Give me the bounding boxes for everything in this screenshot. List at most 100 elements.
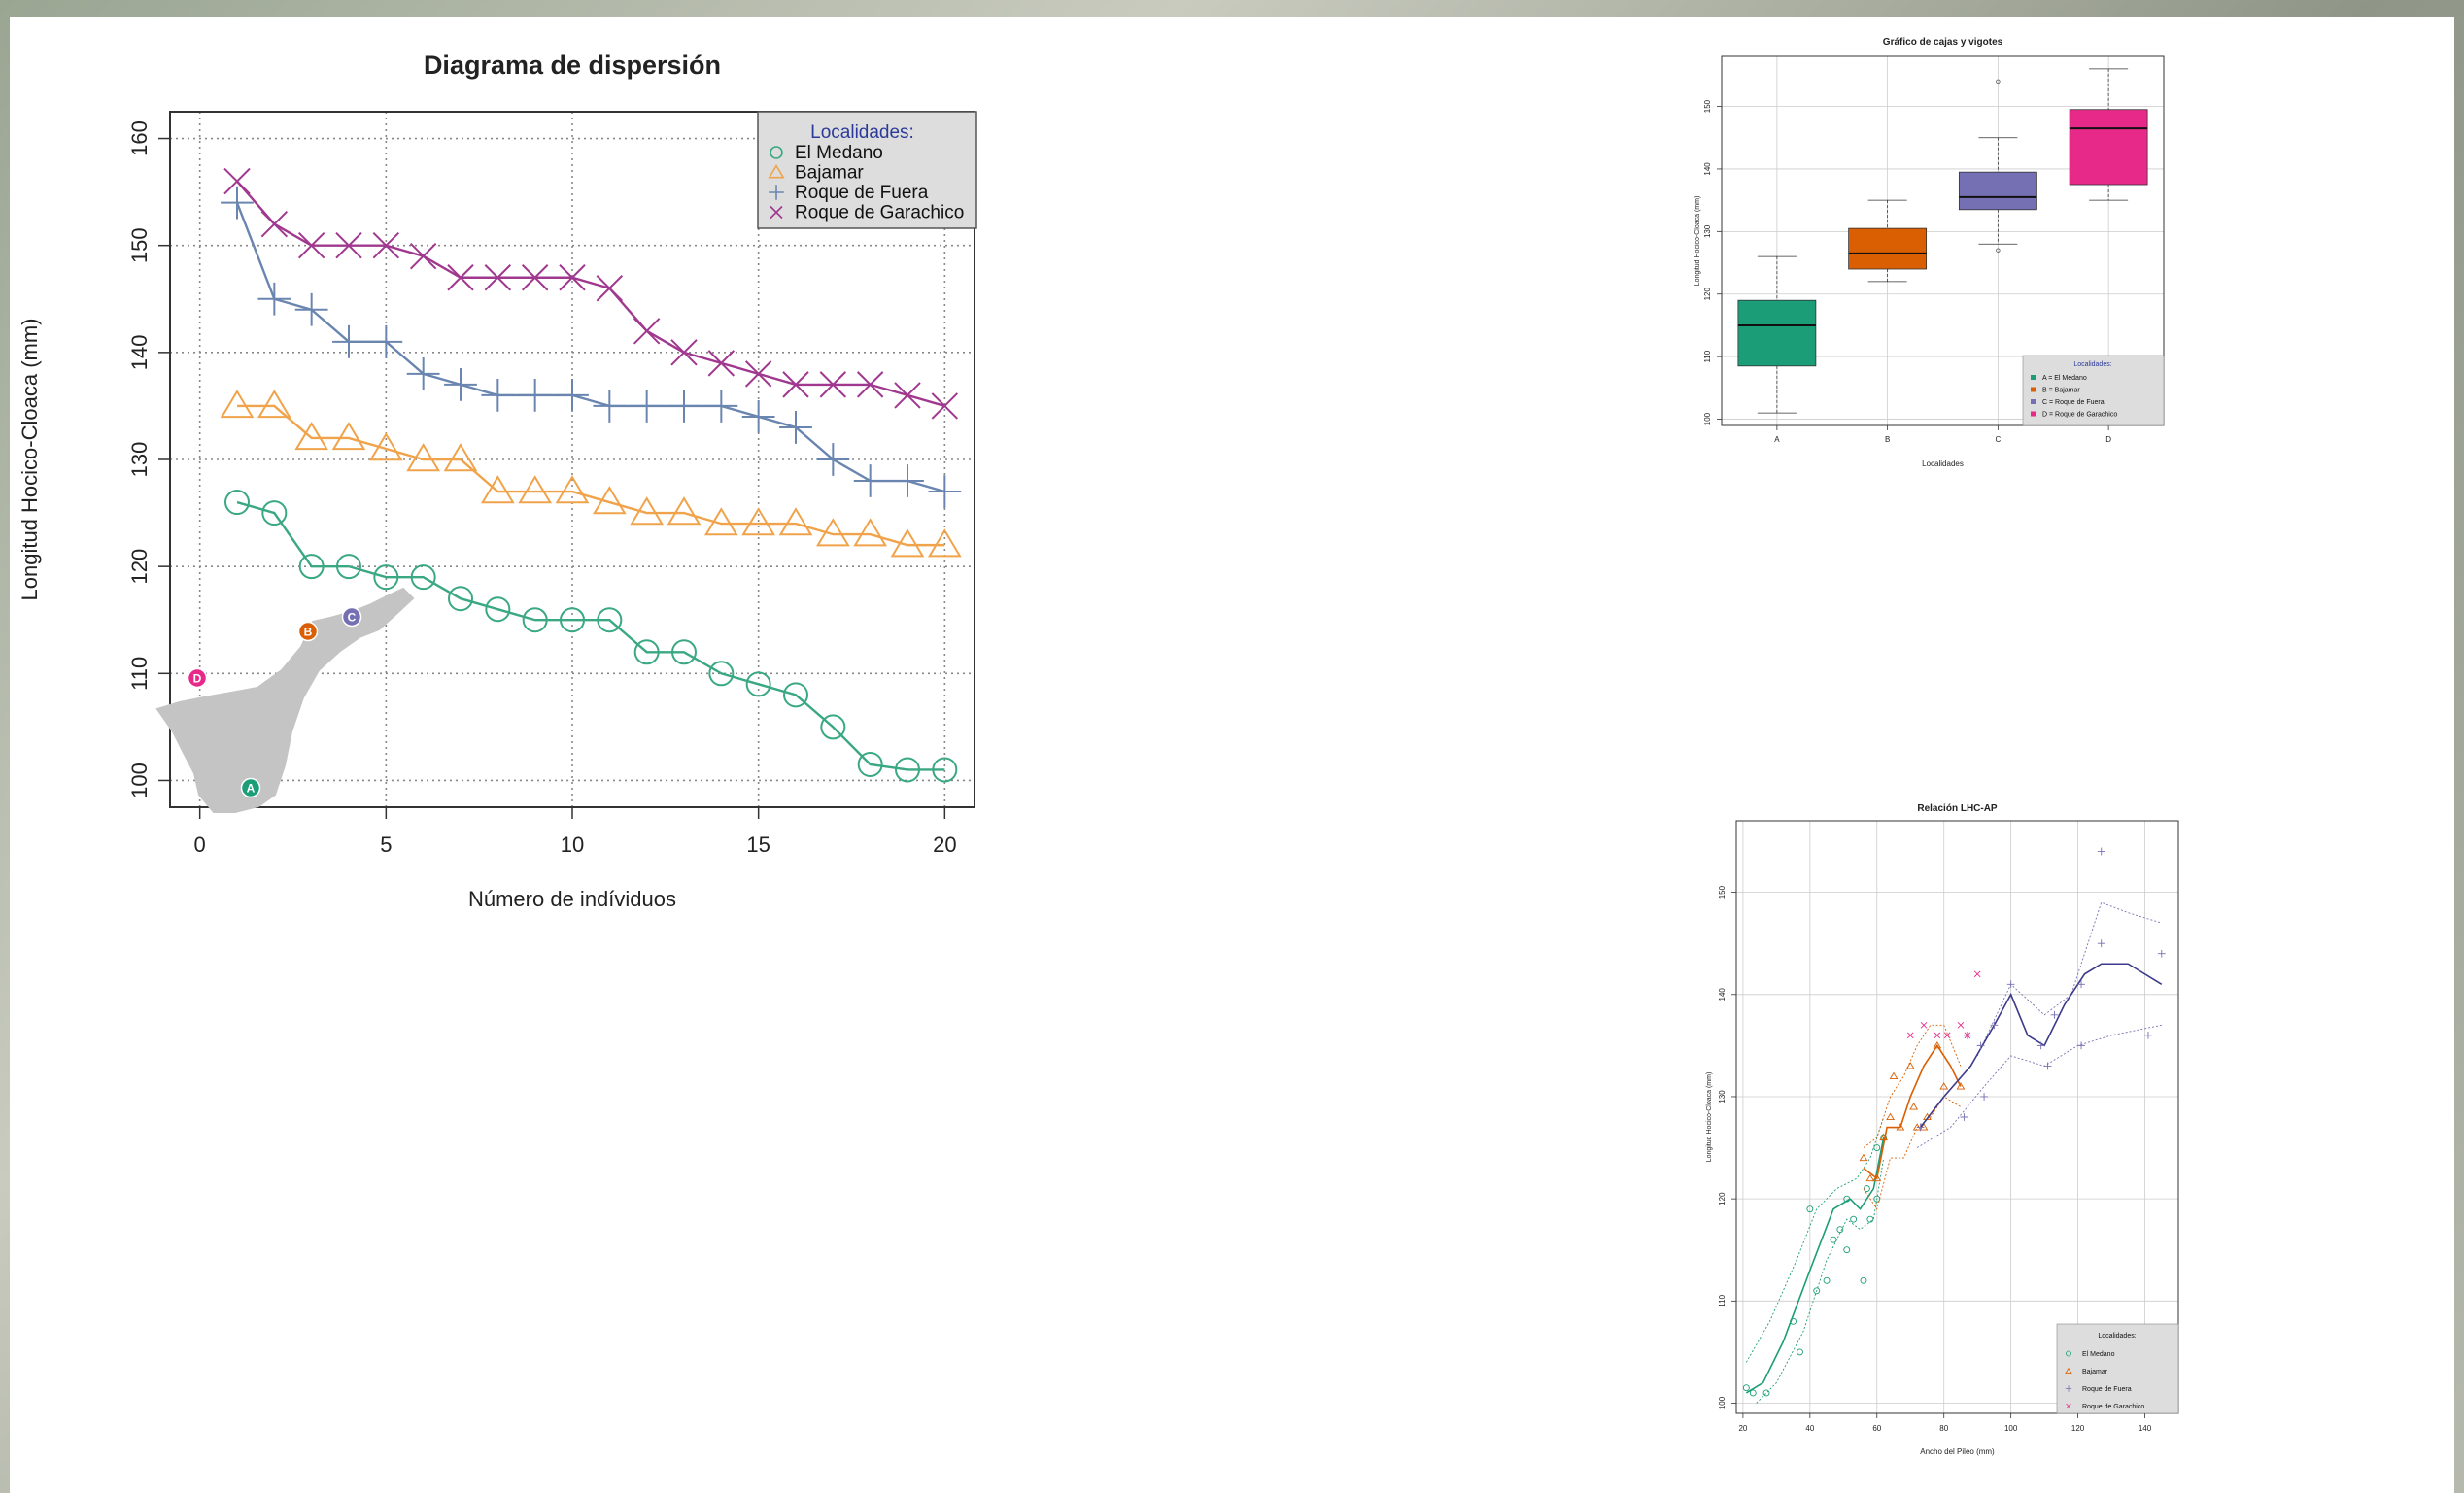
data-point-shape <box>406 443 441 472</box>
series-band-lower <box>1756 1157 1885 1404</box>
data-point-shape <box>1964 1032 1971 1039</box>
legend-entry: Roque de Garachico <box>2082 1404 2144 1410</box>
data-point-shape <box>670 339 698 366</box>
legend-symbol <box>768 164 785 179</box>
y-axis-label: Longitud Hocico-Cloaca (mm) <box>17 319 42 601</box>
data-point <box>1790 1317 1797 1325</box>
data-point-shape <box>1843 1195 1851 1203</box>
data-point <box>2006 980 2015 989</box>
data-point-shape <box>633 639 660 665</box>
map-pin-b <box>297 621 319 642</box>
data-point <box>633 639 660 665</box>
data-point <box>2144 1031 2152 1039</box>
data-point <box>1956 1082 1966 1090</box>
x-tick-label: 120 <box>2071 1424 2085 1433</box>
data-point-shape <box>815 518 850 547</box>
data-point-shape <box>406 356 440 390</box>
legend-symbol-shape <box>770 146 783 159</box>
data-point-shape <box>1859 1153 1868 1162</box>
data-point-shape <box>704 390 738 423</box>
data-point-shape <box>2097 847 2105 856</box>
data-point <box>1896 1123 1905 1131</box>
legend-swatch <box>2031 411 2036 417</box>
data-point <box>297 231 325 259</box>
data-point <box>1943 1032 1951 1039</box>
data-point <box>294 292 328 326</box>
legend-box <box>2056 1323 2179 1414</box>
series-line-3 <box>236 180 945 408</box>
data-point-shape <box>522 607 548 633</box>
data-point <box>820 714 846 740</box>
data-point-shape <box>1806 1205 1814 1213</box>
plot-frame <box>169 111 975 808</box>
data-point-shape <box>1879 1133 1889 1141</box>
data-point-shape <box>2157 949 2166 958</box>
legend-symbol-shape <box>770 205 783 220</box>
data-point-shape <box>555 475 590 504</box>
box-body <box>1958 171 2037 211</box>
data-point <box>410 564 436 591</box>
data-point-shape <box>1960 1113 1968 1121</box>
legend-title: Localidades: <box>810 122 914 143</box>
data-point <box>518 379 552 412</box>
y-tick-label: 140 <box>127 334 152 370</box>
data-point <box>1843 1246 1851 1254</box>
data-point <box>1934 1032 1941 1039</box>
data-point <box>1960 1113 1968 1121</box>
data-point-shape <box>741 507 776 536</box>
data-point <box>704 390 738 423</box>
data-point-shape <box>853 518 888 547</box>
data-point <box>2097 847 2105 856</box>
data-point-shape <box>745 671 771 697</box>
data-point-shape <box>1823 1276 1831 1284</box>
series-smooth-line <box>1745 1137 1885 1394</box>
data-point-shape <box>931 392 959 420</box>
data-point <box>1973 970 1981 978</box>
data-point <box>703 507 738 536</box>
data-point <box>2097 939 2105 948</box>
data-point <box>931 392 959 420</box>
data-point-shape <box>1872 1173 1882 1182</box>
data-point <box>261 500 288 526</box>
x-axis-label: Ancho del Pileo (mm) <box>1920 1447 1995 1456</box>
data-point-shape <box>782 371 809 398</box>
data-point-shape <box>819 371 847 398</box>
plot-frame <box>1721 55 2165 426</box>
data-point <box>1990 1021 1999 1030</box>
data-point <box>815 518 850 547</box>
data-point-shape <box>820 714 846 740</box>
data-point-shape <box>707 350 736 377</box>
data-point-shape <box>1762 1389 1770 1397</box>
x-tick-label: 5 <box>380 832 392 857</box>
data-point <box>448 586 473 612</box>
data-point-shape <box>891 464 924 497</box>
x-tick-label: 10 <box>561 832 584 857</box>
data-point-shape <box>894 382 921 409</box>
data-point-shape <box>1742 1384 1750 1392</box>
data-point <box>443 443 478 472</box>
map-pin-label: D <box>193 672 202 686</box>
data-point <box>819 371 847 398</box>
x-tick-label: 0 <box>194 832 206 857</box>
data-point-shape <box>298 554 325 580</box>
data-point-shape <box>741 400 775 433</box>
outlier-point <box>1996 248 2001 253</box>
y-tick-label: 120 <box>127 549 152 585</box>
data-point-shape <box>368 432 403 461</box>
data-point <box>1933 1041 1942 1049</box>
legend-symbol <box>2066 1350 2071 1357</box>
data-point-shape <box>816 443 850 476</box>
y-tick-label: 130 <box>127 442 152 478</box>
map-pin-label: C <box>348 611 357 625</box>
data-point <box>480 475 515 504</box>
data-point-shape <box>1797 1348 1803 1356</box>
data-point-shape <box>335 231 362 259</box>
data-point <box>559 264 586 291</box>
legend-symbol <box>2065 1367 2072 1374</box>
map-pin-label: B <box>304 626 313 639</box>
data-point <box>1872 1173 1882 1182</box>
data-point <box>481 379 515 412</box>
legend-symbol <box>2066 1403 2071 1409</box>
legend-entry: El Medano <box>795 143 883 163</box>
data-point-shape <box>1843 1246 1851 1254</box>
